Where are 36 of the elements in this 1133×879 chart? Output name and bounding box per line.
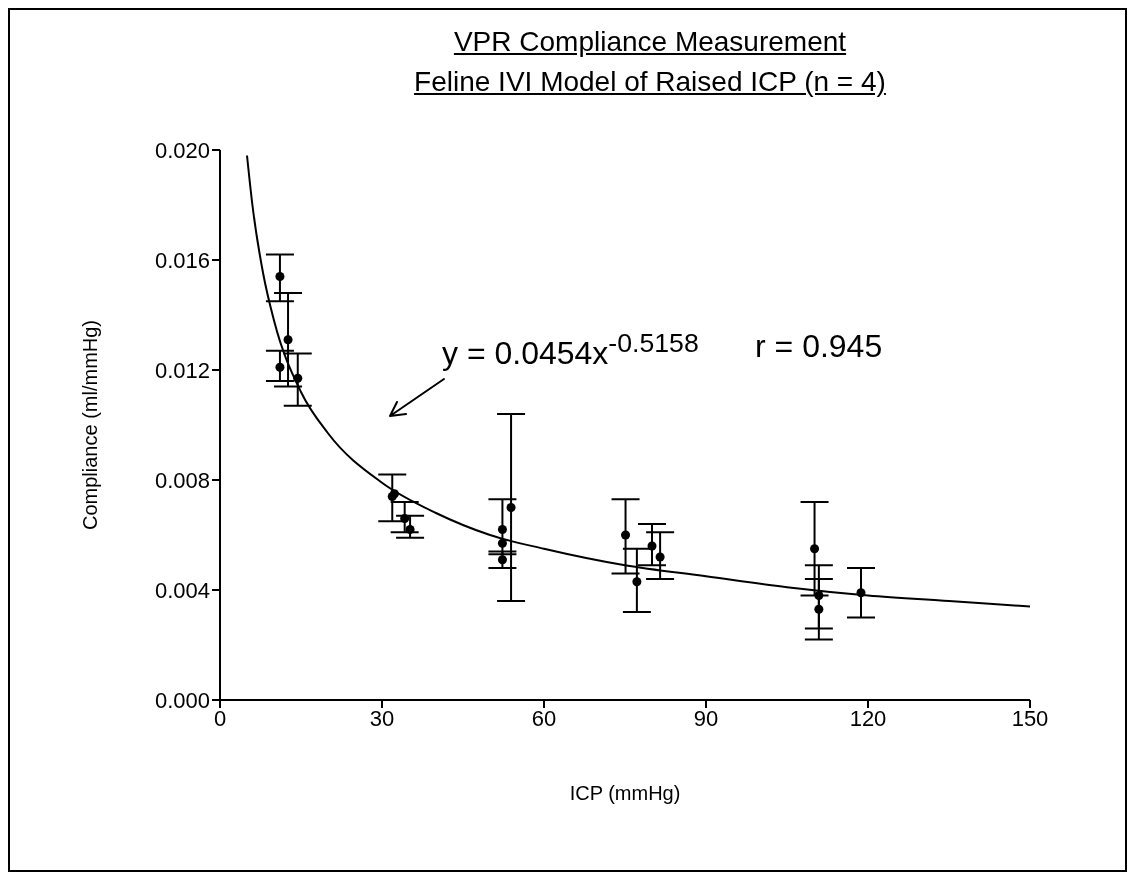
point (655, 552, 665, 562)
point (856, 588, 866, 598)
y-tick-label: 0.020 (154, 137, 210, 163)
point (400, 513, 410, 524)
annotation: y = 0.0454x$^{-0.5158}$ (442, 328, 699, 372)
x-tick-label: 60 (531, 705, 557, 731)
y-tick-label: 0.012 (154, 357, 210, 383)
point (814, 604, 824, 614)
y-tick-label: 0.000 (154, 687, 210, 713)
x-tick-label: 120 (849, 705, 887, 731)
x-tick-label: 90 (693, 705, 719, 731)
point (293, 373, 303, 383)
point (647, 541, 657, 551)
point (405, 524, 415, 535)
point (497, 524, 507, 535)
point (283, 335, 293, 345)
point (497, 555, 507, 565)
point (810, 544, 820, 554)
point (497, 538, 507, 548)
chart-subtitle: Feline IVI Model of Raised ICP (n = 4) (414, 66, 886, 97)
chart-title: VPR Compliance Measurement (453, 26, 847, 57)
x-tick-label: 30 (369, 705, 395, 731)
point (275, 362, 285, 372)
x-axis-title: ICP (mmHg) (569, 782, 681, 804)
point (621, 530, 631, 540)
y-tick-label: 0.008 (154, 467, 210, 493)
x-tick-label: 0 (213, 705, 227, 731)
y-axis-title: Compliance (ml/mmHg) (79, 319, 102, 531)
point (632, 577, 642, 587)
point (814, 590, 824, 601)
y-tick-label: 0.004 (154, 577, 210, 603)
x-tick-label: 150 (1011, 705, 1049, 731)
point (275, 271, 285, 282)
y-tick-label: 0.016 (154, 247, 210, 273)
annotation: r = 0.945 (755, 328, 883, 365)
point (506, 502, 516, 513)
